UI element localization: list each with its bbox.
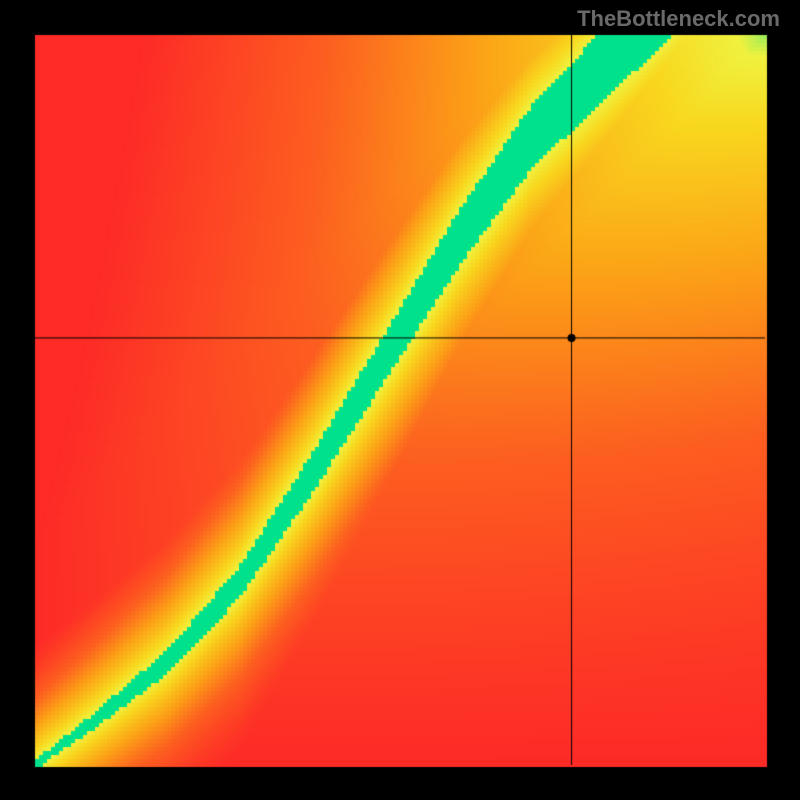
heatmap-canvas <box>0 0 800 800</box>
watermark-text: TheBottleneck.com <box>577 6 780 32</box>
chart-container: TheBottleneck.com <box>0 0 800 800</box>
